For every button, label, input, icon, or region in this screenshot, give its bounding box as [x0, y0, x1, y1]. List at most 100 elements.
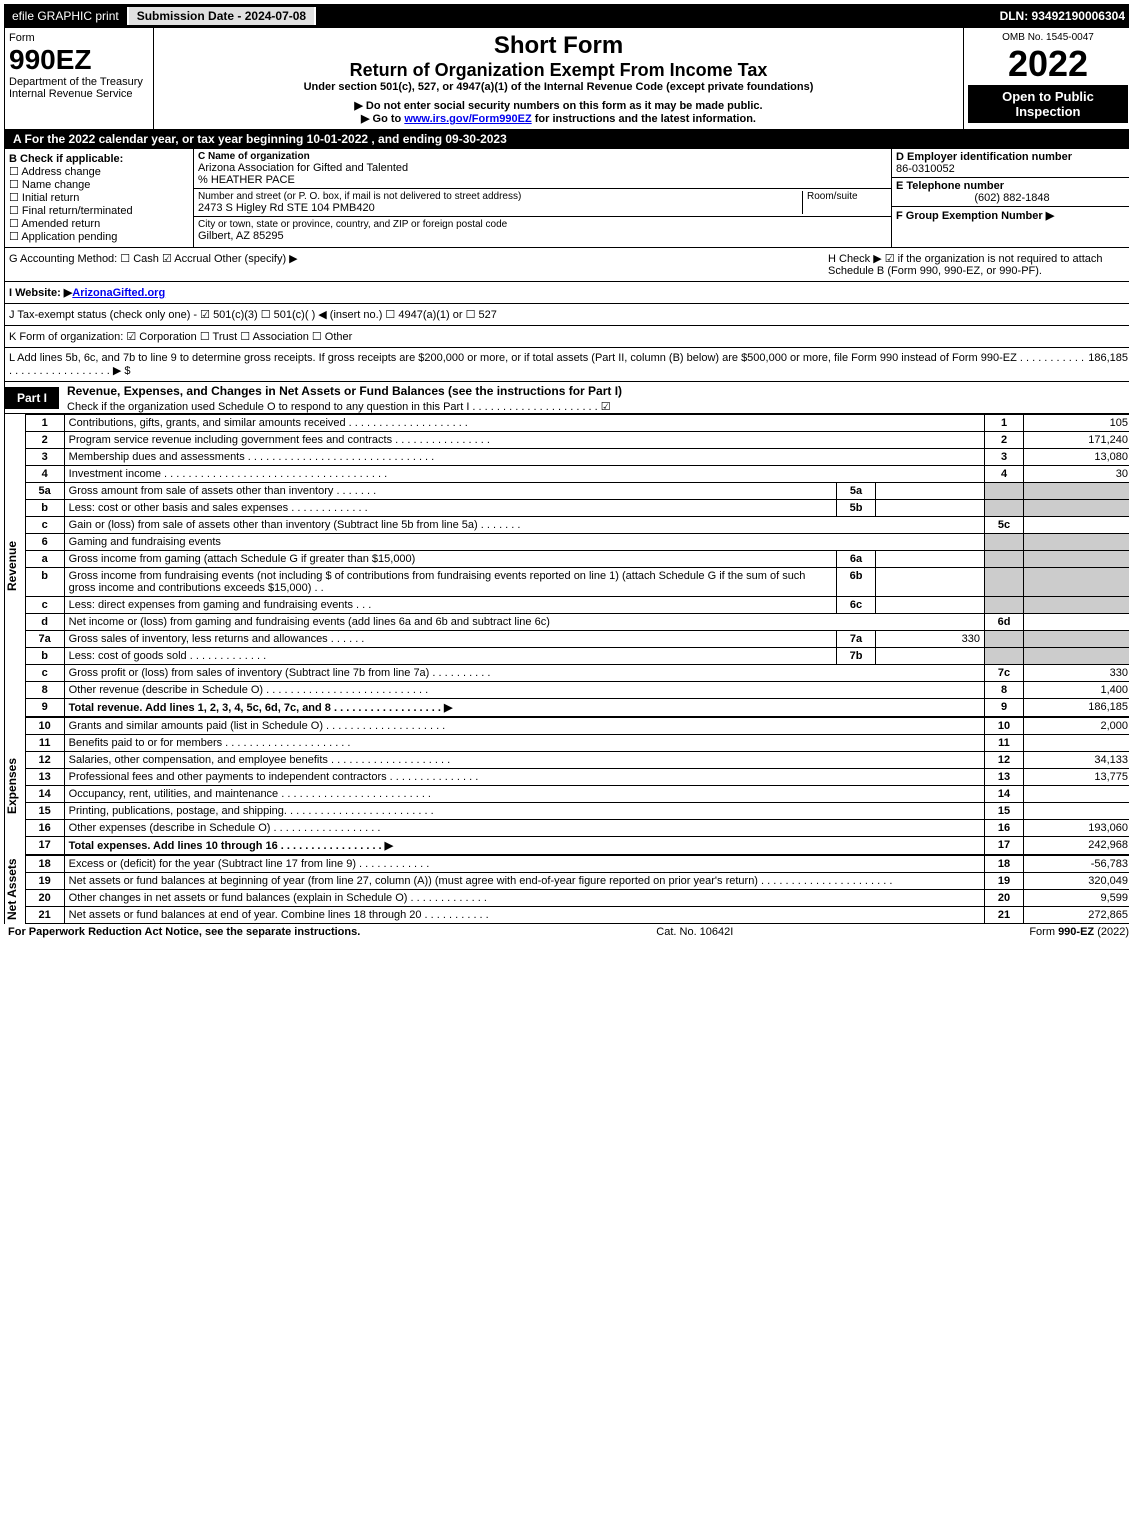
irs-link[interactable]: www.irs.gov/Form990EZ	[404, 113, 531, 125]
expenses-section: Expenses 10Grants and similar amounts pa…	[4, 717, 1129, 855]
page-footer: For Paperwork Reduction Act Notice, see …	[4, 924, 1129, 940]
submission-date: Submission Date - 2024-07-08	[129, 7, 316, 25]
line-20: 20Other changes in net assets or fund ba…	[25, 890, 1129, 907]
line-6: 6Gaming and fundraising events	[25, 534, 1129, 551]
section-l: L Add lines 5b, 6c, and 7b to line 9 to …	[4, 348, 1129, 382]
line-8: 8Other revenue (describe in Schedule O) …	[25, 682, 1129, 699]
street-address: 2473 S Higley Rd STE 104 PMB420	[198, 202, 802, 214]
line-19: 19Net assets or fund balances at beginni…	[25, 873, 1129, 890]
line-10: 10Grants and similar amounts paid (list …	[25, 718, 1129, 735]
main-title: Return of Organization Exempt From Incom…	[158, 60, 959, 81]
section-k: K Form of organization: ☑ Corporation ☐ …	[4, 326, 1129, 348]
section-l-text: L Add lines 5b, 6c, and 7b to line 9 to …	[9, 352, 1088, 377]
section-gh: G Accounting Method: ☐ Cash ☑ Accrual Ot…	[4, 248, 1129, 282]
goto-note: ▶ Go to www.irs.gov/Form990EZ for instru…	[158, 112, 959, 125]
section-c-label: C Name of organization	[198, 151, 887, 162]
line-5a: 5aGross amount from sale of assets other…	[25, 483, 1129, 500]
section-e-label: E Telephone number	[896, 180, 1128, 192]
line-5c: cGain or (loss) from sale of assets othe…	[25, 517, 1129, 534]
omb-number: OMB No. 1545-0047	[968, 32, 1128, 43]
section-i: I Website: ▶ArizonaGifted.org	[9, 286, 165, 299]
city-label: City or town, state or province, country…	[198, 219, 887, 230]
footer-right: Form 990-EZ (2022)	[1029, 926, 1129, 938]
part1-title: Revenue, Expenses, and Changes in Net As…	[59, 382, 1129, 400]
line-21: 21Net assets or fund balances at end of …	[25, 907, 1129, 924]
line-6b: bGross income from fundraising events (n…	[25, 568, 1129, 597]
care-of: % HEATHER PACE	[198, 174, 887, 186]
org-name: Arizona Association for Gifted and Talen…	[198, 162, 887, 174]
section-def: D Employer identification number 86-0310…	[892, 149, 1129, 247]
section-g: G Accounting Method: ☐ Cash ☑ Accrual Ot…	[9, 252, 828, 277]
line-16: 16Other expenses (describe in Schedule O…	[25, 820, 1129, 837]
tax-year: 2022	[968, 43, 1128, 85]
form-word: Form	[9, 32, 149, 44]
dln: DLN: 93492190006304	[992, 7, 1129, 25]
dept-treasury: Department of the Treasury	[9, 76, 149, 88]
expenses-label: Expenses	[5, 717, 25, 855]
section-l-amount: 186,185	[1088, 352, 1128, 377]
check-initial-return[interactable]: ☐ Initial return	[9, 191, 189, 204]
check-final-return[interactable]: ☐ Final return/terminated	[9, 204, 189, 217]
part1-check: Check if the organization used Schedule …	[59, 400, 1129, 413]
open-public: Open to Public Inspection	[968, 85, 1128, 123]
form-number: 990EZ	[9, 44, 149, 76]
line-5b: bLess: cost or other basis and sales exp…	[25, 500, 1129, 517]
expenses-table: 10Grants and similar amounts paid (list …	[25, 717, 1129, 855]
part1-header: Part I Revenue, Expenses, and Changes in…	[4, 382, 1129, 414]
line-12: 12Salaries, other compensation, and empl…	[25, 752, 1129, 769]
efile-label: efile GRAPHIC print	[4, 7, 129, 25]
line-2: 2Program service revenue including gover…	[25, 432, 1129, 449]
room-suite-label: Room/suite	[802, 191, 887, 214]
form-header: Form 990EZ Department of the Treasury In…	[4, 28, 1129, 130]
section-c: C Name of organization Arizona Associati…	[194, 149, 892, 247]
part1-label: Part I	[5, 387, 59, 409]
line-7b: bLess: cost of goods sold . . . . . . . …	[25, 648, 1129, 665]
line-6a: aGross income from gaming (attach Schedu…	[25, 551, 1129, 568]
short-form-title: Short Form	[158, 32, 959, 60]
section-h: H Check ▶ ☑ if the organization is not r…	[828, 252, 1128, 277]
section-b-label: B Check if applicable:	[9, 153, 189, 165]
netassets-label: Net Assets	[5, 855, 25, 924]
line-13: 13Professional fees and other payments t…	[25, 769, 1129, 786]
line-15: 15Printing, publications, postage, and s…	[25, 803, 1129, 820]
line-7c: cGross profit or (loss) from sales of in…	[25, 665, 1129, 682]
line-18: 18Excess or (deficit) for the year (Subt…	[25, 856, 1129, 873]
section-b: B Check if applicable: ☐ Address change …	[5, 149, 194, 247]
check-address-change[interactable]: ☐ Address change	[9, 165, 189, 178]
website-link[interactable]: ArizonaGifted.org	[72, 287, 165, 299]
top-bar: efile GRAPHIC print Submission Date - 20…	[4, 4, 1129, 28]
footer-center: Cat. No. 10642I	[656, 926, 733, 938]
netassets-table: 18Excess or (deficit) for the year (Subt…	[25, 855, 1129, 924]
section-f-label: F Group Exemption Number ▶	[896, 209, 1128, 222]
footer-left: For Paperwork Reduction Act Notice, see …	[8, 926, 360, 938]
revenue-label: Revenue	[5, 414, 25, 717]
subtitle: Under section 501(c), 527, or 4947(a)(1)…	[158, 81, 959, 93]
section-d-label: D Employer identification number	[896, 151, 1128, 163]
addr-label: Number and street (or P. O. box, if mail…	[198, 191, 802, 202]
revenue-section: Revenue 1Contributions, gifts, grants, a…	[4, 414, 1129, 717]
ein: 86-0310052	[896, 163, 1128, 175]
line-3: 3Membership dues and assessments . . . .…	[25, 449, 1129, 466]
irs-label: Internal Revenue Service	[9, 88, 149, 100]
revenue-table: 1Contributions, gifts, grants, and simil…	[25, 414, 1129, 717]
line-7a: 7aGross sales of inventory, less returns…	[25, 631, 1129, 648]
org-info-grid: B Check if applicable: ☐ Address change …	[4, 149, 1129, 248]
check-name-change[interactable]: ☐ Name change	[9, 178, 189, 191]
line-17: 17Total expenses. Add lines 10 through 1…	[25, 837, 1129, 855]
line-11: 11Benefits paid to or for members . . . …	[25, 735, 1129, 752]
phone: (602) 882-1848	[896, 192, 1128, 204]
section-i-row: I Website: ▶ArizonaGifted.org	[4, 282, 1129, 304]
netassets-section: Net Assets 18Excess or (deficit) for the…	[4, 855, 1129, 924]
check-amended[interactable]: ☐ Amended return	[9, 217, 189, 230]
line-6d: dNet income or (loss) from gaming and fu…	[25, 614, 1129, 631]
line-1: 1Contributions, gifts, grants, and simil…	[25, 415, 1129, 432]
line-9: 9Total revenue. Add lines 1, 2, 3, 4, 5c…	[25, 699, 1129, 717]
line-4: 4Investment income . . . . . . . . . . .…	[25, 466, 1129, 483]
section-a: A For the 2022 calendar year, or tax yea…	[4, 130, 1129, 149]
ssn-note: ▶ Do not enter social security numbers o…	[158, 99, 959, 112]
line-6c: cLess: direct expenses from gaming and f…	[25, 597, 1129, 614]
city-state-zip: Gilbert, AZ 85295	[198, 230, 887, 242]
section-j: J Tax-exempt status (check only one) - ☑…	[4, 304, 1129, 326]
line-14: 14Occupancy, rent, utilities, and mainte…	[25, 786, 1129, 803]
check-pending[interactable]: ☐ Application pending	[9, 230, 189, 243]
